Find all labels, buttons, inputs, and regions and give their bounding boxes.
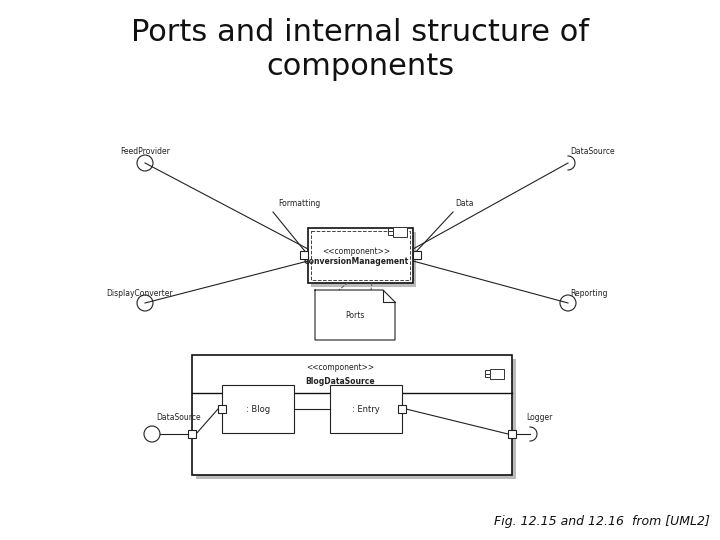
Bar [490, 369, 504, 379]
Text: ConversionManagement: ConversionManagement [303, 256, 409, 266]
Text: Formatting: Formatting [278, 199, 320, 208]
Bar [218, 405, 226, 413]
Text: Ports and internal structure of
components: Ports and internal structure of componen… [131, 18, 589, 80]
Bar [485, 374, 490, 377]
Bar [508, 430, 516, 438]
Text: Data: Data [455, 199, 474, 208]
Text: Reporting: Reporting [570, 288, 608, 298]
Bar [310, 231, 410, 280]
Text: DataSource: DataSource [156, 413, 201, 422]
Bar [222, 385, 294, 433]
Bar [387, 231, 392, 235]
Text: Logger: Logger [526, 413, 552, 422]
Bar [413, 251, 420, 259]
Bar [310, 232, 415, 287]
Text: : Blog: : Blog [246, 404, 270, 414]
Bar [300, 251, 307, 259]
Bar [387, 227, 392, 231]
Bar [485, 370, 490, 374]
Text: DisplayConverter: DisplayConverter [107, 288, 174, 298]
Text: : Entry: : Entry [352, 404, 380, 414]
Bar [307, 227, 413, 282]
Text: Fig. 12.15 and 12.16  from [UML2]: Fig. 12.15 and 12.16 from [UML2] [494, 515, 710, 528]
Text: <<component>>: <<component>> [306, 362, 374, 372]
Bar [196, 359, 516, 479]
Bar [188, 430, 196, 438]
Text: DataSource: DataSource [570, 147, 615, 157]
Text: FeedProvider: FeedProvider [120, 147, 170, 157]
Bar [392, 226, 407, 237]
Text: <<component>>: <<component>> [322, 246, 390, 255]
Text: Ports: Ports [346, 310, 365, 320]
Bar [192, 355, 512, 475]
Bar [330, 385, 402, 433]
Text: BlogDataSource: BlogDataSource [305, 376, 375, 386]
Bar [398, 405, 406, 413]
